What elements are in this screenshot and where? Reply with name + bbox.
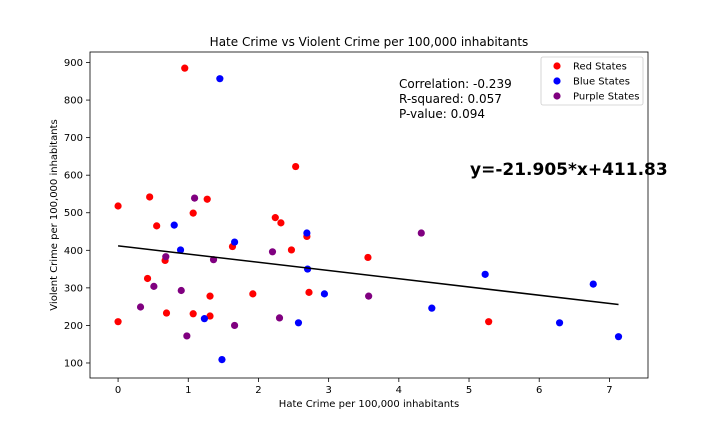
blue-state-point — [218, 355, 226, 364]
y-tick-label: 500 — [64, 208, 83, 219]
red-state-point — [203, 195, 211, 203]
legend-label-blue-states: Blue States — [573, 77, 630, 88]
blue-state-point — [216, 75, 224, 83]
y-tick-label: 600 — [64, 171, 83, 182]
correlation-annotation: Correlation: -0.239 — [399, 77, 512, 91]
y-tick-label: 700 — [64, 133, 83, 144]
blue-state-point — [614, 333, 623, 341]
x-axis-label: Hate Crime per 100,000 inhabitants — [279, 399, 459, 410]
legend: Red States Blue States Purple States — [540, 56, 644, 106]
blue-state-point — [230, 238, 239, 246]
x-tick-label: 0 — [115, 385, 121, 396]
regression-equation: y=-21.905*x+411.83 — [470, 160, 668, 180]
red-state-point — [189, 209, 197, 217]
red-state-point — [305, 288, 313, 296]
blue-state-point — [428, 304, 436, 312]
blue-state-point — [589, 280, 597, 288]
p-value-annotation: P-value: 0.094 — [399, 107, 485, 121]
legend-label-purple-states: Purple States — [573, 92, 639, 103]
red-state-point — [189, 310, 197, 318]
y-tick-label: 200 — [64, 321, 83, 332]
red-state-point — [146, 193, 154, 201]
red-state-point — [277, 219, 285, 227]
legend-label-red-states: Red States — [573, 62, 627, 73]
red-state-point — [287, 246, 296, 254]
blue-state-point — [200, 315, 209, 323]
y-tick-label: 400 — [64, 246, 83, 257]
purple-state-point — [183, 332, 191, 340]
x-tick-label: 6 — [536, 385, 542, 396]
y-tick-label: 800 — [64, 96, 83, 107]
x-tick-label: 4 — [396, 385, 402, 396]
purple-state-point — [275, 314, 284, 322]
x-tick-label: 5 — [466, 385, 472, 396]
regression-line — [117, 245, 619, 306]
y-axis-ticks: 100 200 300 400 500 600 700 800 900 — [64, 58, 90, 369]
blue-state-point — [176, 246, 185, 254]
red-state-point — [143, 274, 152, 283]
y-tick-label: 100 — [64, 358, 83, 369]
blue-state-point — [555, 319, 564, 327]
blue-state-point — [170, 221, 178, 229]
y-tick-label: 300 — [64, 283, 83, 294]
purple-state-point — [230, 321, 239, 330]
red-state-point — [153, 222, 161, 230]
purple-state-point — [177, 286, 185, 295]
legend-box — [540, 56, 644, 106]
x-tick-label: 2 — [255, 385, 261, 396]
red-state-point — [292, 162, 300, 171]
legend-marker-purple-states — [553, 92, 561, 100]
plot-area — [89, 51, 649, 379]
x-tick-label: 7 — [606, 385, 612, 396]
purple-state-point — [150, 282, 158, 290]
legend-items: Red States Blue States Purple States — [553, 62, 639, 103]
purple-state-point — [268, 248, 277, 256]
data-points — [114, 64, 623, 364]
y-axis-label: Violent Crime per 100,000 inhabitants — [49, 119, 60, 310]
blue-state-point — [294, 319, 303, 327]
red-state-point — [162, 309, 171, 317]
red-state-point — [485, 318, 493, 326]
purple-state-point — [190, 194, 199, 202]
purple-state-point — [417, 229, 425, 237]
red-state-point — [114, 202, 122, 210]
blue-state-point — [320, 290, 329, 298]
legend-marker-blue-states — [553, 77, 561, 85]
blue-state-point — [303, 229, 311, 237]
r-squared-annotation: R-squared: 0.057 — [399, 92, 502, 106]
x-axis-ticks: 0 1 2 3 4 5 6 7 — [115, 378, 613, 396]
red-state-point — [114, 318, 122, 326]
red-state-point — [364, 253, 372, 262]
x-tick-label: 3 — [325, 385, 331, 396]
red-state-point — [249, 290, 257, 298]
purple-state-point — [365, 292, 373, 300]
red-state-point — [181, 64, 189, 72]
x-tick-label: 1 — [185, 385, 191, 396]
blue-state-point — [481, 270, 489, 278]
purple-state-point — [162, 253, 170, 261]
legend-marker-red-states — [553, 62, 561, 70]
red-state-point — [206, 292, 214, 300]
y-tick-label: 900 — [64, 58, 83, 69]
red-state-point — [271, 214, 279, 222]
chart-title: Hate Crime vs Violent Crime per 100,000 … — [210, 35, 529, 49]
purple-state-point — [136, 303, 145, 311]
red-state-point — [206, 312, 214, 320]
